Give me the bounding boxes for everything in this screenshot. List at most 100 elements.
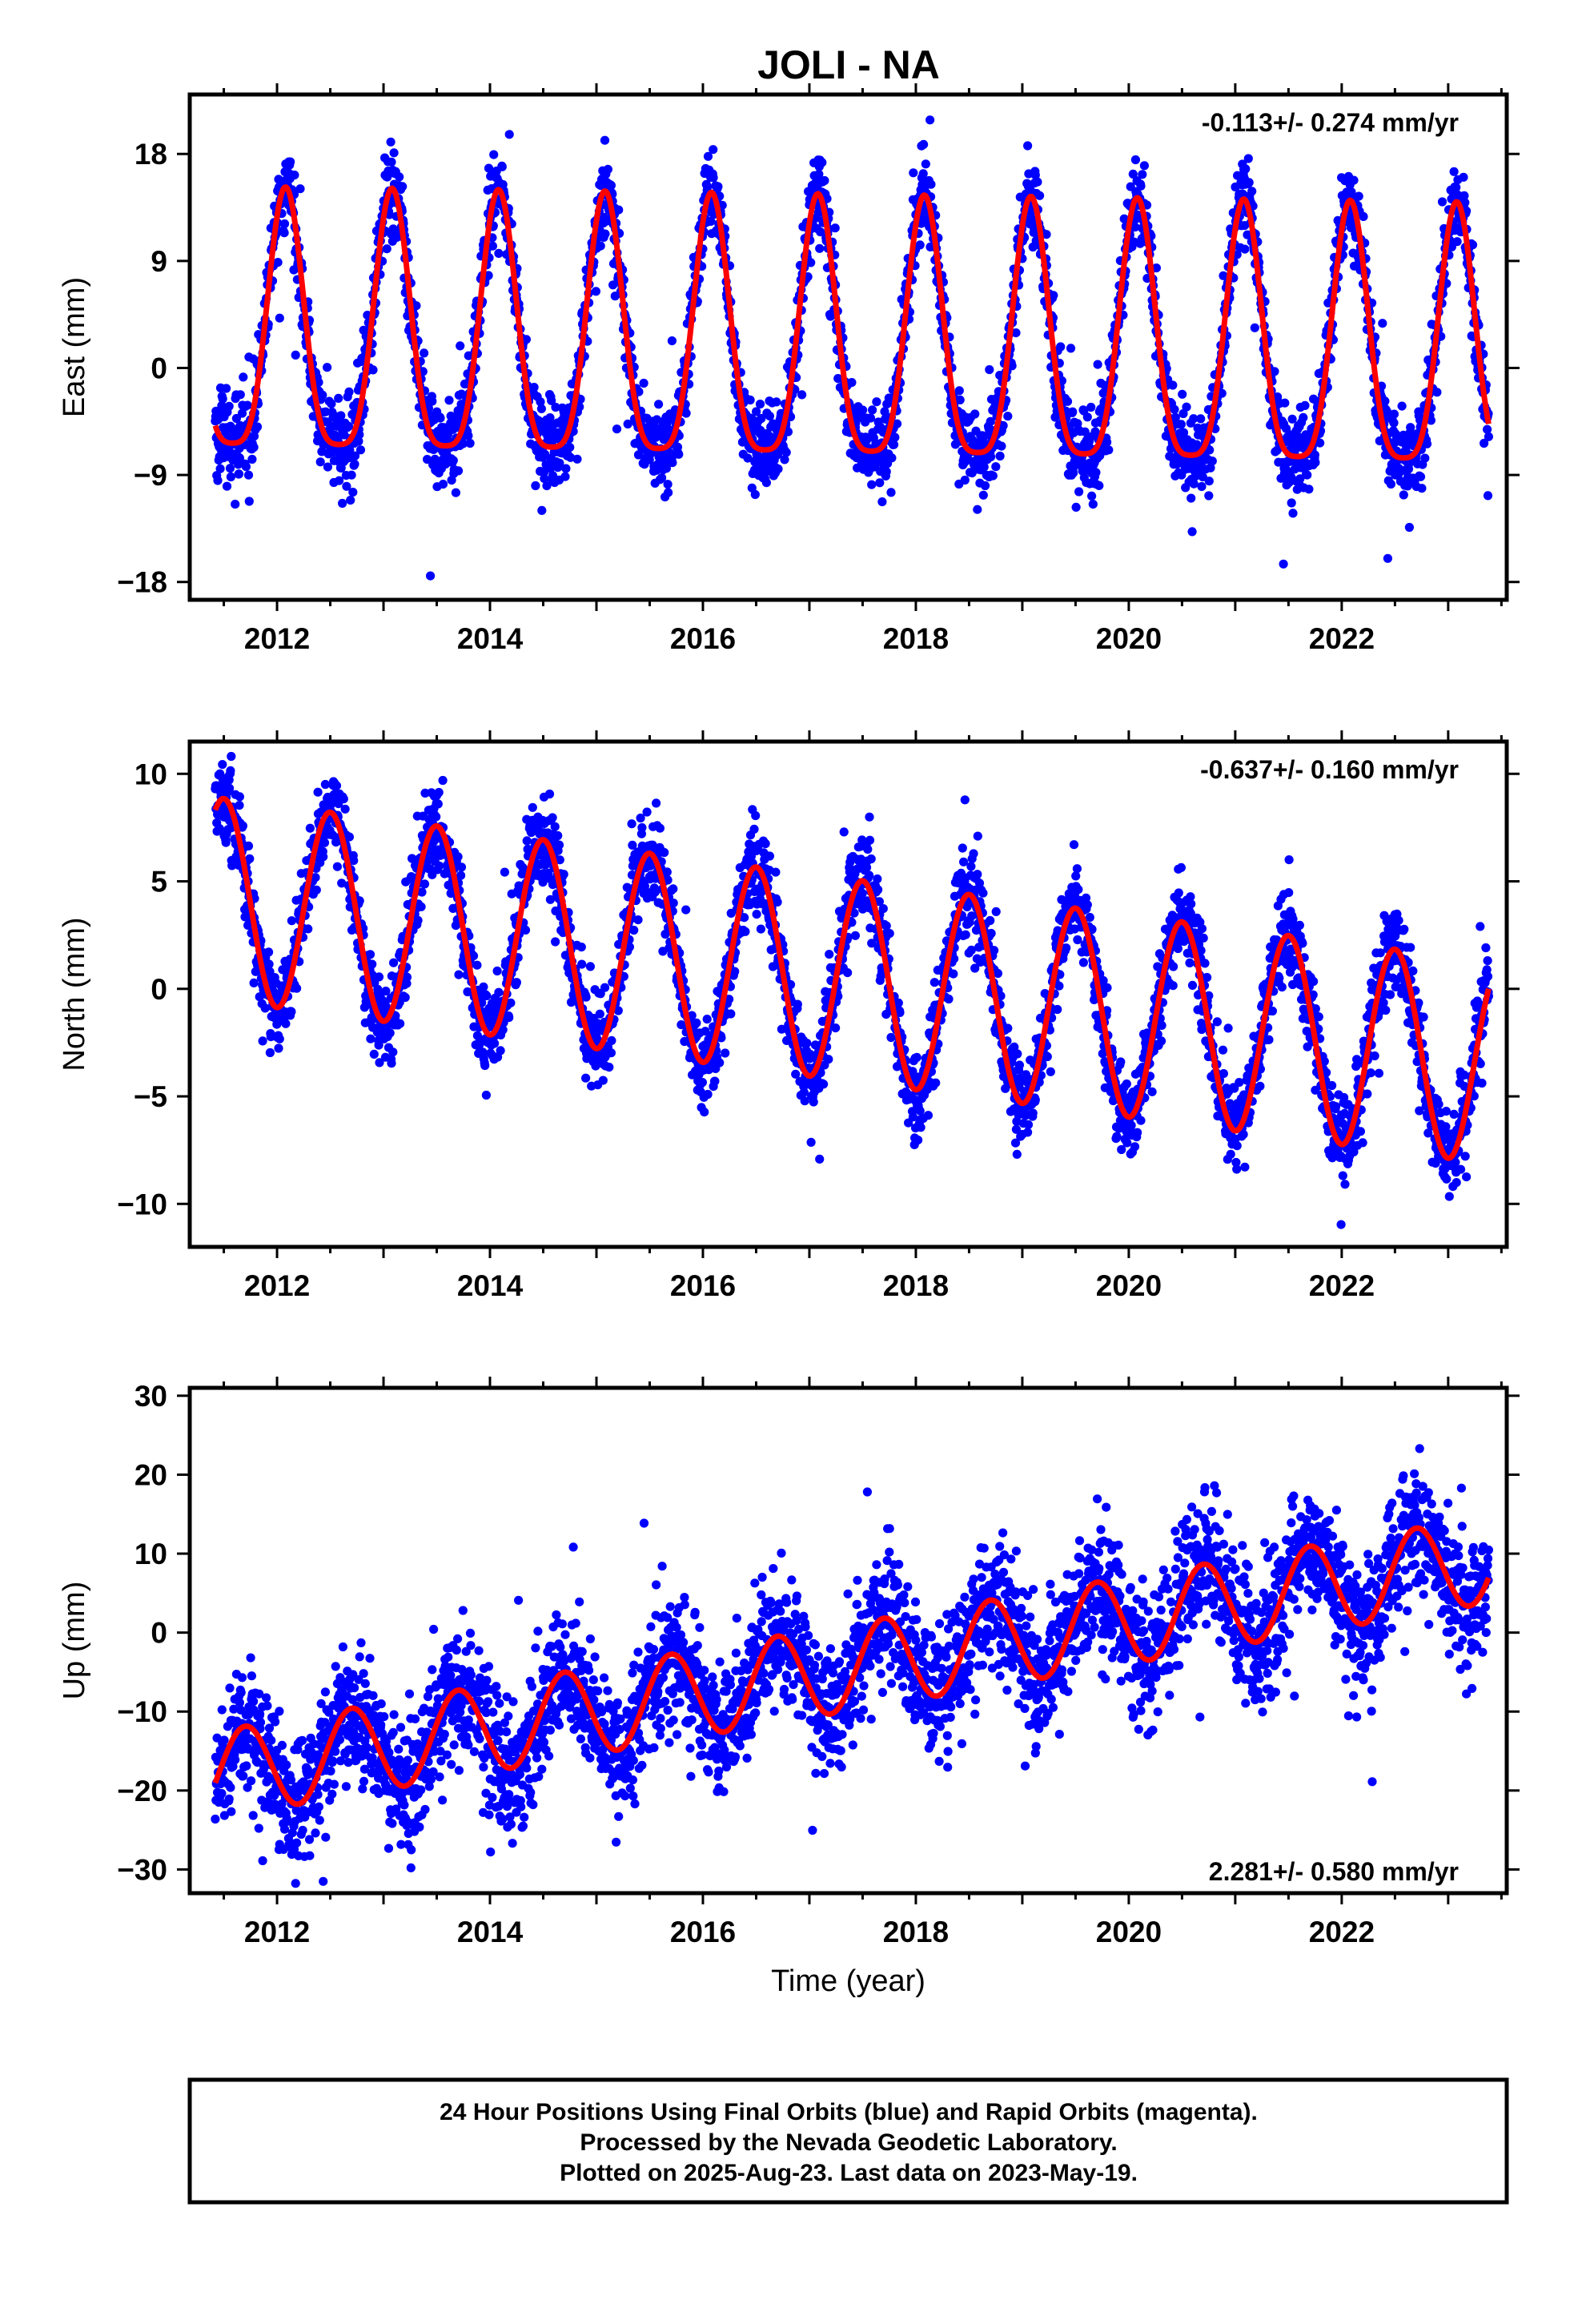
data-point [1460,191,1469,200]
data-point [350,460,359,469]
data-point [607,1035,616,1045]
data-point [354,436,363,446]
y-tick-label: 9 [151,245,167,278]
data-point [478,1047,488,1057]
data-point [553,830,563,841]
data-point [797,390,807,400]
data-point [926,115,935,125]
data-point [973,505,982,514]
data-point [875,478,885,488]
data-point [634,387,644,396]
data-point [1197,481,1207,492]
data-point [214,718,223,726]
data-point [311,885,321,895]
data-point [1074,487,1084,497]
data-point [663,480,673,489]
data-point [274,1043,283,1053]
data-point [292,983,302,993]
data-point [1417,484,1427,493]
data-point [918,169,928,179]
data-point [755,400,765,409]
data-point [1300,400,1310,410]
data-point [389,958,399,967]
data-point [275,313,284,323]
data-point [661,464,672,473]
data-point [320,779,330,790]
y-tick-label: −18 [117,566,167,599]
data-point [492,966,502,976]
data-point [598,1076,608,1085]
data-point [435,861,444,870]
data-point [817,158,827,167]
data-point [867,480,877,489]
data-point [234,469,244,479]
data-point [215,464,225,473]
data-point [919,139,929,149]
data-point [606,1048,616,1058]
data-point [222,481,232,491]
y-tick-label: 0 [151,352,167,384]
data-point [295,184,305,194]
data-point [550,822,560,831]
data-point [986,452,996,462]
data-point [458,439,468,448]
data-point [395,172,404,182]
data-point [1241,164,1251,174]
data-point [1386,479,1395,489]
data-point [1030,171,1040,180]
data-point [669,899,678,908]
data-point [217,400,227,411]
data-point [1449,167,1459,176]
data-point [287,916,296,926]
data-point [344,832,354,842]
data-point [954,386,964,396]
data-point [264,947,274,957]
data-point [1176,420,1186,429]
data-point [1299,412,1308,423]
data-point [1484,432,1493,441]
data-point [456,870,466,880]
data-point [1168,380,1178,390]
data-point [336,411,346,420]
data-point [709,145,718,155]
data-point [1130,223,1140,232]
data-point [595,1009,604,1019]
data-point [1178,389,1187,399]
x-tick-label: 2014 [457,622,524,655]
data-point [566,452,576,462]
data-point [655,823,665,833]
data-point [1003,412,1013,421]
data-point [1187,527,1197,537]
data-point [528,802,537,812]
data-point [215,824,224,834]
data-point [830,223,840,233]
data-point [388,1047,398,1057]
data-point [652,798,661,808]
data-point [881,467,891,476]
data-point [520,925,531,935]
data-point [281,1019,291,1028]
data-point [1240,244,1250,254]
data-point [402,972,412,982]
data-point [1315,438,1325,448]
data-point [596,241,605,251]
data-point [642,807,652,817]
data-point [1270,367,1279,376]
data-point [260,1003,270,1013]
x-tick-label: 2022 [1309,622,1375,655]
data-point [603,164,613,174]
data-point [389,148,399,158]
data-point [1383,407,1392,416]
x-tick-label: 2020 [1096,622,1162,655]
data-point [1280,398,1290,408]
data-point [613,1006,623,1015]
data-point [343,421,354,431]
data-point [1403,464,1414,474]
data-point [225,464,235,473]
data-point [407,854,417,863]
data-point [629,925,639,935]
data-point [438,775,448,786]
data-point [628,861,638,870]
